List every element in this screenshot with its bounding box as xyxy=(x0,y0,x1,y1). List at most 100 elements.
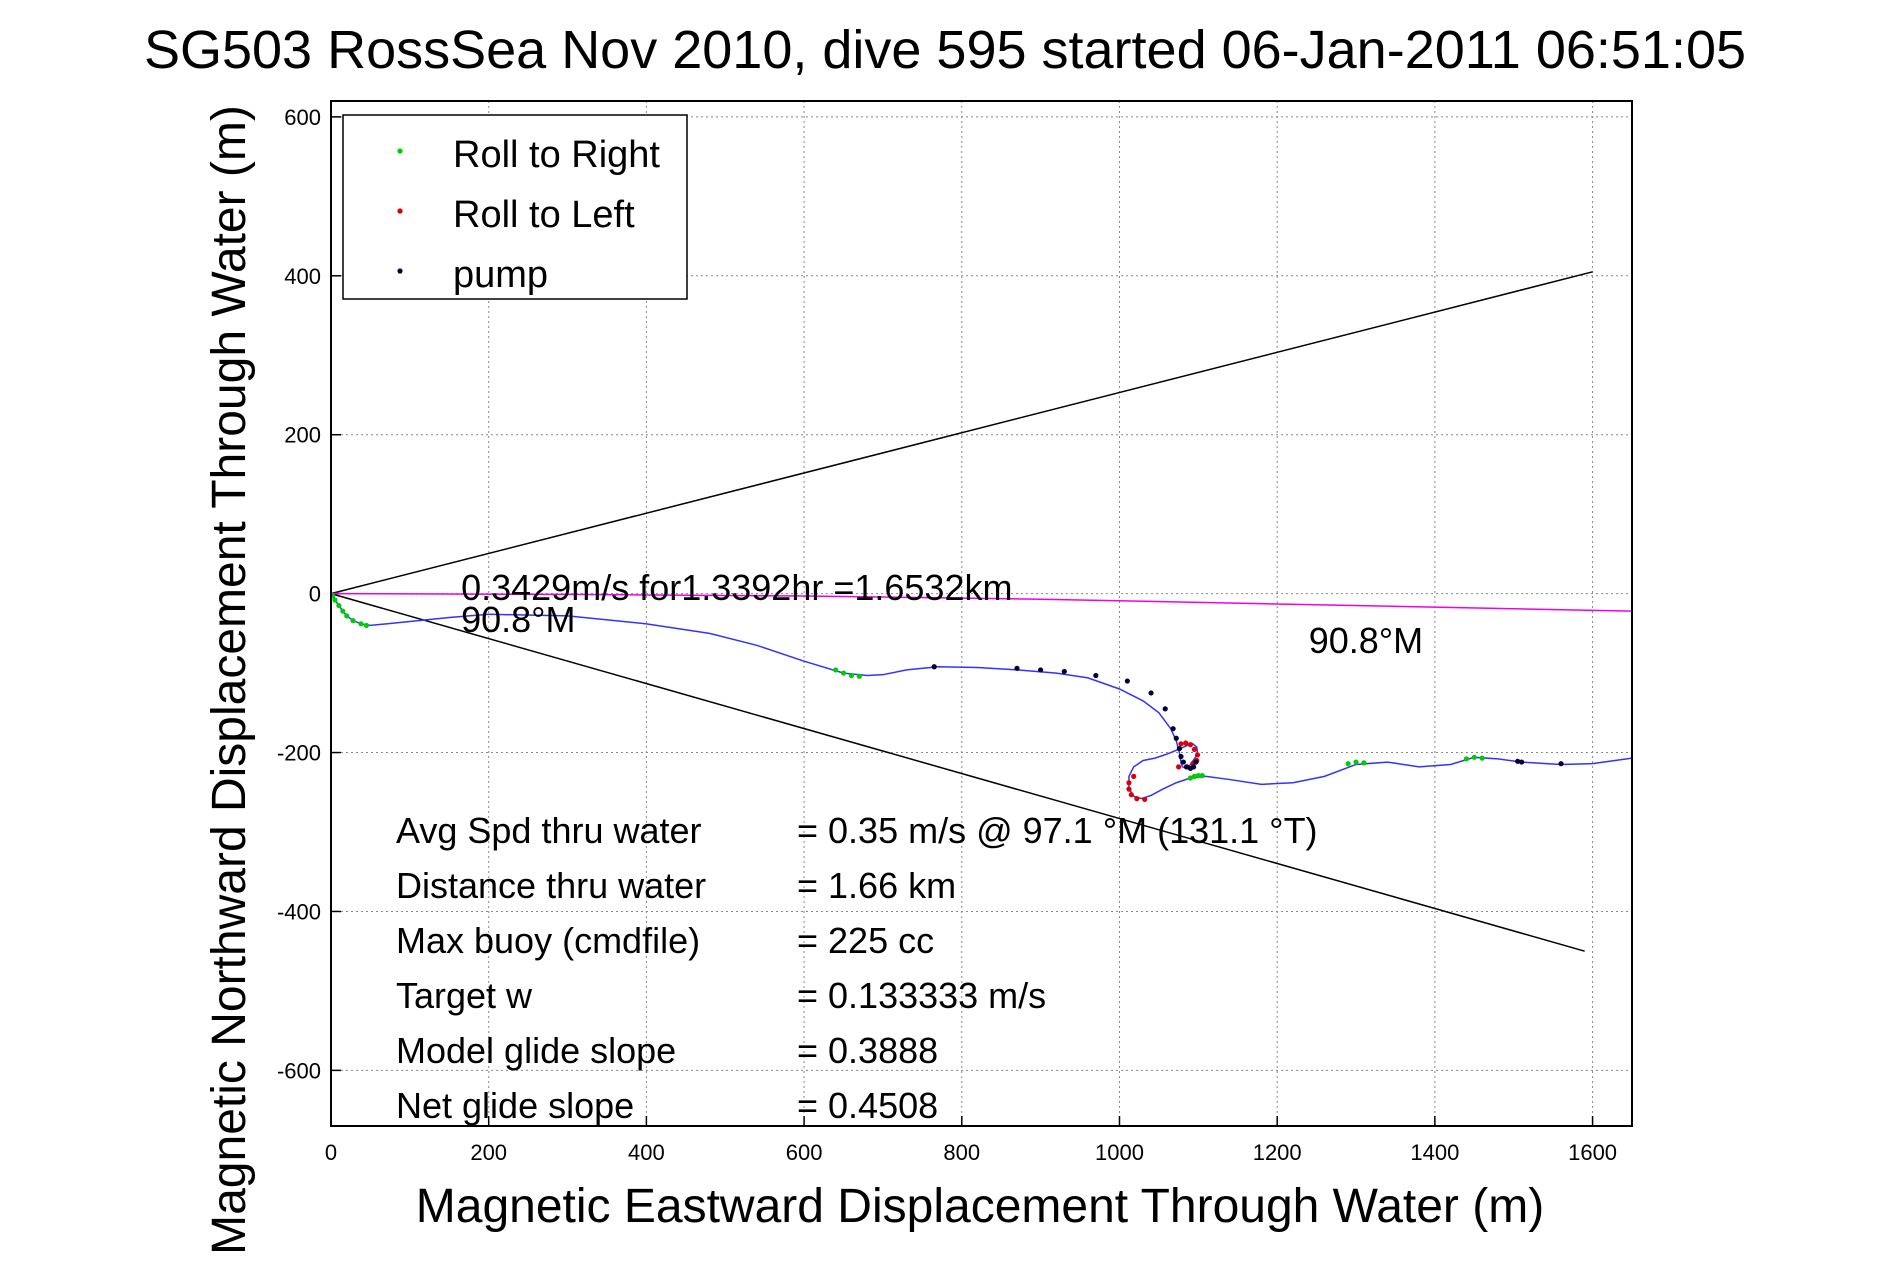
stat-value: = 0.3888 xyxy=(797,1030,938,1071)
series-layer xyxy=(329,593,1633,803)
tick-labels: 0 200 400 600 800 1000 1200 1400 1600 -600 -400 -20… xyxy=(277,105,1617,1165)
y-axis-label: Magnetic Northward Displacement Through … xyxy=(203,105,256,1255)
y-tick-label: 600 xyxy=(284,105,321,130)
roll-to-right-point xyxy=(848,672,855,679)
stat-label: Distance thru water xyxy=(396,865,706,906)
pump-point xyxy=(1191,764,1197,770)
stat-value: = 0.35 m/s @ 97.1 °M (131.1 °T) xyxy=(797,810,1318,851)
x-tick-label: 1200 xyxy=(1253,1140,1302,1165)
pump-point xyxy=(1193,759,1199,765)
legend-marker xyxy=(397,148,403,154)
pump-point xyxy=(1519,759,1525,765)
roll-to-right-point xyxy=(840,670,847,676)
roll-to-right-point xyxy=(1187,775,1194,781)
reference-line xyxy=(330,592,1633,612)
roll-to-right-point xyxy=(856,673,862,679)
roll-to-left-point xyxy=(1187,742,1194,748)
roll-to-right-point xyxy=(1479,755,1485,761)
pump-point xyxy=(1173,735,1179,741)
y-tick-label: -200 xyxy=(277,741,321,766)
pump-point xyxy=(1558,761,1564,767)
y-tick-label: 0 xyxy=(309,582,321,607)
pump-point xyxy=(1515,758,1521,764)
reference-line xyxy=(330,271,1593,595)
pump-point xyxy=(1014,665,1020,671)
roll-to-right-point xyxy=(1199,772,1205,779)
roll-to-right-point xyxy=(344,613,350,619)
legend: Roll to Right Roll to Left pump xyxy=(342,114,688,300)
stat-value: = 0.133333 m/s xyxy=(797,975,1046,1016)
legend-marker xyxy=(397,208,403,214)
roll-to-left-point xyxy=(1126,780,1132,786)
annotation-text: 0.3429m/s for1.3392hr =1.6532km xyxy=(461,567,1012,608)
roll-to-right-point xyxy=(833,667,839,673)
chart-title: SG503 RossSea Nov 2010, dive 595 started… xyxy=(144,20,1746,80)
roll-to-left-point xyxy=(1131,773,1137,779)
roll-to-right-point xyxy=(1463,756,1470,762)
roll-to-left-point xyxy=(1128,792,1134,798)
roll-to-left-point xyxy=(1134,796,1140,802)
pump-point xyxy=(931,664,937,670)
stat-value: = 225 cc xyxy=(797,920,934,961)
x-tick-label: 400 xyxy=(628,1140,665,1165)
x-axis-label: Magnetic Eastward Displacement Through W… xyxy=(416,1180,1544,1233)
stat-label: Target w xyxy=(396,975,533,1016)
x-tick-label: 0 xyxy=(325,1140,337,1165)
stat-value: = 0.4508 xyxy=(797,1085,938,1126)
annotation-text: 90.8°M xyxy=(461,599,575,640)
pump-point xyxy=(1183,764,1190,770)
stat-label: Model glide slope xyxy=(396,1030,676,1071)
pump-point xyxy=(1180,759,1186,765)
pump-point xyxy=(1061,668,1067,675)
roll-to-left-point xyxy=(1126,786,1132,792)
x-tick-label: 200 xyxy=(470,1140,507,1165)
y-tick-label: 200 xyxy=(284,423,321,448)
stat-label: Max buoy (cmdfile) xyxy=(396,920,700,961)
roll-to-left-point xyxy=(1194,752,1201,758)
pump-point xyxy=(1093,672,1099,679)
roll-to-left-point xyxy=(1142,796,1148,803)
pump-point xyxy=(1162,706,1168,712)
roll-to-left-point xyxy=(1191,746,1197,752)
reference-lines xyxy=(330,271,1633,952)
legend-label: pump xyxy=(453,254,548,296)
y-tick-label: 400 xyxy=(284,264,321,289)
x-tick-label: 1400 xyxy=(1410,1140,1459,1165)
stat-value: = 1.66 km xyxy=(797,865,956,906)
annotations: 0.3429m/s for1.3392hr =1.6532km90.8°M90.… xyxy=(461,567,1423,661)
roll-to-left-point xyxy=(1178,741,1184,747)
x-tick-label: 1600 xyxy=(1568,1140,1617,1165)
roll-to-right-point xyxy=(332,597,338,603)
roll-to-right-point xyxy=(340,608,346,614)
pump-point xyxy=(1038,667,1044,673)
pump-point xyxy=(1178,753,1184,760)
pump-point xyxy=(1148,690,1154,696)
roll-to-right-point xyxy=(358,621,364,627)
roll-to-right-point xyxy=(1361,760,1367,766)
stats-block: Avg Spd thru water = 0.35 m/s @ 97.1 °M (… xyxy=(396,810,1318,1126)
roll-to-right-point xyxy=(363,622,370,629)
y-tick-label: -600 xyxy=(277,1058,321,1083)
roll-to-right-point xyxy=(1191,773,1197,779)
pump-point xyxy=(1124,678,1130,684)
annotation-text: 90.8°M xyxy=(1309,620,1423,661)
pump-point xyxy=(1170,726,1176,732)
legend-label: Roll to Right xyxy=(453,134,660,176)
roll-to-left-point xyxy=(1176,764,1182,770)
x-tick-label: 600 xyxy=(786,1140,823,1165)
plot-axes xyxy=(330,100,1633,1127)
roll-to-right-point xyxy=(1353,759,1359,765)
legend-label: Roll to Left xyxy=(453,194,635,236)
stat-label: Avg Spd thru water xyxy=(396,810,702,851)
plot-frame xyxy=(330,100,1633,1127)
roll-to-right-point xyxy=(336,602,342,609)
roll-to-right-point xyxy=(350,618,356,624)
roll-to-left-point xyxy=(1183,740,1189,746)
pump-point xyxy=(1176,745,1183,752)
stat-label: Net glide slope xyxy=(396,1085,634,1126)
reference-line xyxy=(330,592,1585,952)
legend-marker xyxy=(397,268,403,274)
legend-box xyxy=(342,114,688,300)
x-tick-label: 800 xyxy=(943,1140,980,1165)
